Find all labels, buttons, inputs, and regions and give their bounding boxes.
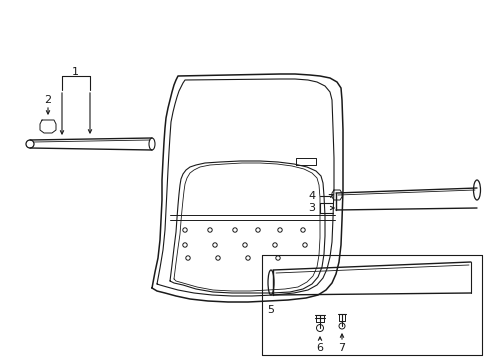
Text: 5: 5 [267, 305, 274, 315]
Text: 4: 4 [308, 191, 315, 201]
Text: 7: 7 [338, 343, 345, 353]
Text: 6: 6 [316, 343, 323, 353]
Text: 1: 1 [71, 67, 79, 77]
Text: 3: 3 [308, 203, 315, 213]
Text: 2: 2 [44, 95, 51, 105]
